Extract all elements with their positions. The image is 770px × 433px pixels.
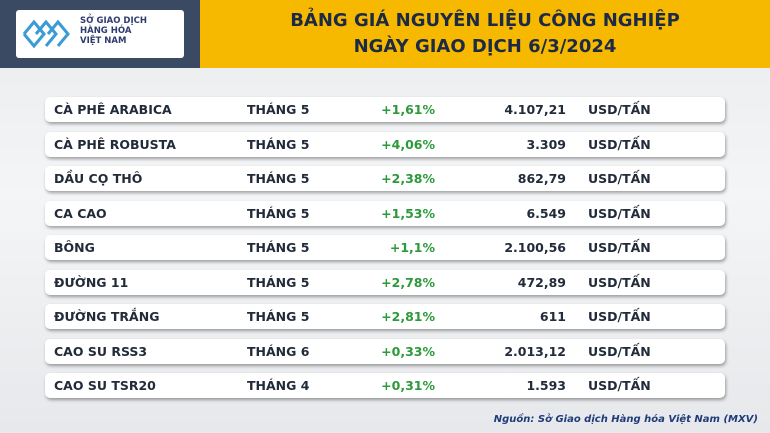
- subtitle: NGÀY GIAO DỊCH 6/3/2024: [353, 36, 617, 57]
- commodity: ĐƯỜNG TRẮNG: [54, 309, 160, 324]
- unit: USD/TẤN: [588, 171, 651, 186]
- table-row: CAO SU RSS3 THÁNG 6 +0,33% 2.013,12 USD/TẤN: [45, 338, 725, 364]
- title: BẢNG GIÁ NGUYÊN LIỆU CÔNG NGHIỆP: [290, 10, 680, 31]
- change: +0,33%: [381, 343, 435, 359]
- price: 472,89: [517, 274, 566, 290]
- contract-month: THÁNG 5: [247, 171, 310, 186]
- unit: USD/TẤN: [588, 309, 651, 324]
- contract-month: THÁNG 5: [247, 240, 310, 255]
- change: +1,61%: [381, 102, 435, 117]
- commodity: CÀ PHÊ ARABICA: [54, 102, 172, 117]
- price: 862,79: [517, 171, 566, 186]
- commodity: ĐƯỜNG 11: [54, 274, 129, 290]
- table-row: CÀ PHÊ ARABICA THÁNG 5 +1,61% 4.107,21 USD/T…: [45, 97, 725, 122]
- table-row: CAO SU TSR20 THÁNG 4 +0,31% 1.593 USD/TẤN: [45, 373, 725, 398]
- contract-month: THÁNG 5: [247, 274, 310, 290]
- table-row: BÔNG THÁNG 5 +1,1% 2.100,56 USD/TẤN: [45, 235, 725, 260]
- contract-month: THÁNG 6: [247, 343, 310, 359]
- change: +4,06%: [381, 136, 435, 152]
- logo-area: SỞ GIAO DỊCH HÀNG HÓA VIỆT NAM: [0, 0, 200, 68]
- price: 3.309: [526, 136, 566, 152]
- table-row: ĐƯỜNG 11 THÁNG 5 +2,78% 472,89 USD/TẤN: [45, 269, 725, 295]
- change: +1,53%: [381, 205, 435, 221]
- table-row: DẦU CỌ THÔ THÁNG 5 +2,38% 862,79 USD/TẤN: [45, 166, 725, 191]
- header: BẢNG GIÁ NGUYÊN LIỆU CÔNG NGHIỆP NGÀY GI…: [200, 0, 770, 68]
- unit: USD/TẤN: [588, 343, 651, 359]
- unit: USD/TẤN: [588, 274, 651, 290]
- logo-text: SỞ GIAO DỊCH: [80, 16, 147, 26]
- commodity: CÀ PHÊ ROBUSTA: [54, 136, 176, 152]
- unit: USD/TẤN: [588, 136, 651, 152]
- unit: USD/TẤN: [588, 102, 651, 117]
- table-row: CA CAO THÁNG 5 +1,53% 6.549 USD/TẤN: [45, 200, 725, 226]
- contract-month: THÁNG 5: [247, 136, 310, 152]
- contract-month: THÁNG 5: [247, 102, 310, 117]
- change: +2,78%: [381, 274, 435, 290]
- change: +0,31%: [381, 378, 435, 393]
- unit: USD/TẤN: [588, 240, 651, 255]
- price: 2.100,56: [504, 240, 566, 255]
- logo-mark: [22, 19, 70, 49]
- change: +2,38%: [381, 171, 435, 186]
- table-row: CÀ PHÊ ROBUSTA THÁNG 5 +4,06% 3.309 USD/TẤN: [45, 131, 725, 157]
- contract-month: THÁNG 4: [247, 378, 310, 393]
- price: 4.107,21: [504, 102, 566, 117]
- commodity: CAO SU TSR20: [54, 378, 156, 393]
- source-note: Nguồn: Sở Giao dịch Hàng hóa Việt Nam (M…: [493, 414, 758, 425]
- logo-text: VIỆT NAM: [80, 36, 127, 46]
- contract-month: THÁNG 5: [247, 205, 310, 221]
- commodity: CAO SU RSS3: [54, 343, 148, 359]
- change: +1,1%: [389, 240, 435, 255]
- price: 6.549: [526, 205, 566, 221]
- change: +2,81%: [381, 309, 435, 324]
- commodity: DẦU CỌ THÔ: [54, 171, 143, 186]
- table-row: ĐƯỜNG TRẮNG THÁNG 5 +2,81% 611 USD/TẤN: [45, 304, 725, 329]
- unit: USD/TẤN: [588, 205, 651, 221]
- price: 2.013,12: [504, 343, 566, 359]
- logo-text: HÀNG HÓA: [80, 26, 132, 36]
- price: 1.593: [526, 378, 566, 393]
- contract-month: THÁNG 5: [247, 309, 310, 324]
- price: 611: [539, 309, 566, 324]
- commodity: CA CAO: [54, 205, 107, 221]
- commodity: BÔNG: [54, 240, 95, 255]
- unit: USD/TẤN: [588, 378, 651, 393]
